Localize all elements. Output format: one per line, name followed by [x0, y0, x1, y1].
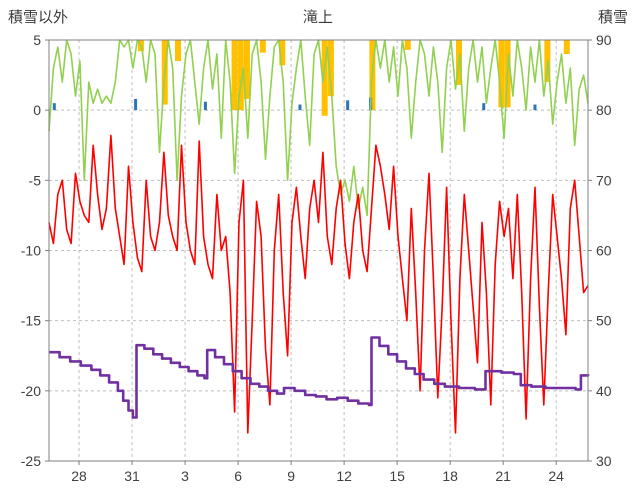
svg-text:9: 9	[287, 468, 295, 484]
svg-text:28: 28	[71, 468, 87, 484]
left-axis-label: 積雪以外	[8, 9, 69, 26]
svg-text:5: 5	[33, 32, 41, 48]
svg-text:15: 15	[389, 468, 405, 484]
svg-text:60: 60	[596, 243, 612, 259]
svg-text:90: 90	[596, 32, 612, 48]
svg-text:6: 6	[234, 468, 242, 484]
svg-text:12: 12	[336, 468, 352, 484]
svg-text:21: 21	[495, 468, 511, 484]
svg-text:50: 50	[596, 313, 612, 329]
svg-text:-20: -20	[21, 383, 41, 399]
svg-text:80: 80	[596, 102, 612, 118]
svg-text:-15: -15	[21, 313, 41, 329]
svg-text:18: 18	[442, 468, 458, 484]
svg-text:-25: -25	[21, 453, 41, 469]
right-axis-label: 積雪	[597, 9, 628, 26]
chart-title: 滝上	[302, 9, 334, 26]
svg-text:31: 31	[124, 468, 140, 484]
svg-text:70: 70	[596, 172, 612, 188]
svg-text:24: 24	[548, 468, 564, 484]
svg-text:-10: -10	[21, 243, 41, 259]
svg-text:0: 0	[33, 102, 41, 118]
svg-text:30: 30	[596, 453, 612, 469]
svg-text:-5: -5	[29, 172, 42, 188]
svg-text:40: 40	[596, 383, 612, 399]
svg-text:3: 3	[181, 468, 189, 484]
